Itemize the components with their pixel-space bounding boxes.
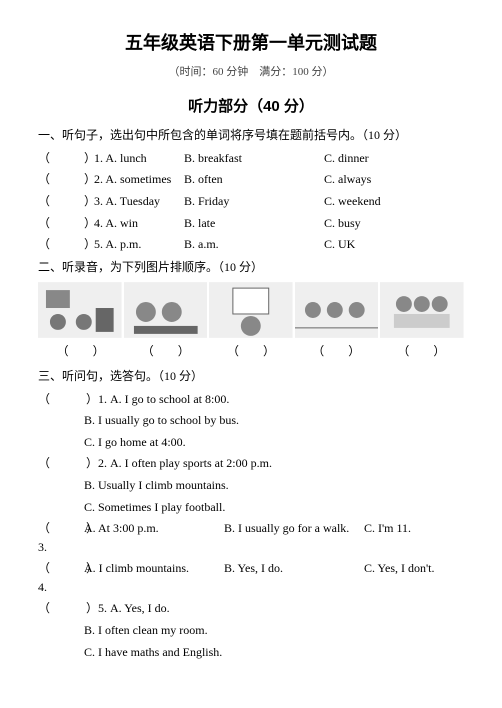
q3-3: （ ）3. A. At 3:00 p.m. B. I usually go fo… — [38, 519, 464, 556]
listening-head: 听力部分（40 分） — [38, 95, 464, 118]
pic-slot: （ ） — [38, 342, 123, 361]
pic-slot: （ ） — [123, 342, 208, 361]
q3-1-c: C. I go home at 4:00. — [84, 433, 464, 452]
q3-3-b: B. I usually go for a walk. — [224, 519, 364, 556]
picture-placeholder — [38, 282, 122, 338]
paren-l: （ — [38, 235, 48, 254]
paren-l: （ — [38, 192, 48, 211]
paren-r: ） — [84, 235, 94, 254]
picture-slots: （ ） （ ） （ ） （ ） （ ） — [38, 342, 464, 361]
q3-4-c: C. Yes, I don't. — [364, 559, 464, 596]
q3-1: （ ）1. A. I go to school at 8:00. — [38, 390, 464, 409]
q3-2: （ ）2. A. I often play sports at 2:00 p.m… — [38, 454, 464, 473]
q1-2-a: 2. A. sometimes — [94, 170, 184, 189]
paren-l: （ — [38, 214, 48, 233]
q1-2-c: C. always — [324, 170, 464, 189]
q1-1-c: C. dinner — [324, 149, 464, 168]
q1-5-b: B. a.m. — [184, 235, 324, 254]
picture-placeholder — [209, 282, 293, 338]
q1-row: （ ） 4. A. win B. late C. busy — [38, 214, 464, 233]
q3-5: （ ）5. A. Yes, I do. — [38, 599, 464, 618]
q3-2-b: B. Usually I climb mountains. — [84, 476, 464, 495]
q1-row: （ ） 5. A. p.m. B. a.m. C. UK — [38, 235, 464, 254]
pic-slot: （ ） — [208, 342, 293, 361]
section-1-instr: 一、听句子，选出句中所包含的单词将序号填在题前括号内。（10 分） — [38, 126, 464, 145]
q3-1-b: B. I usually go to school by bus. — [84, 411, 464, 430]
q1-3-c: C. weekend — [324, 192, 464, 211]
q1-row: （ ） 2. A. sometimes B. often C. always — [38, 170, 464, 189]
q1-5-c: C. UK — [324, 235, 464, 254]
q3-4-lead: （ ）4. — [38, 559, 84, 596]
subtitle: （时间：60 分钟 满分：100 分） — [38, 64, 464, 81]
q1-1-b: B. breakfast — [184, 149, 324, 168]
q1-row: （ ） 3. A. Tuesday B. Friday C. weekend — [38, 192, 464, 211]
q1-3-a: 3. A. Tuesday — [94, 192, 184, 211]
q3-3-a: A. At 3:00 p.m. — [84, 519, 224, 556]
q1-4-b: B. late — [184, 214, 324, 233]
q1-1-a: 1. A. lunch — [94, 149, 184, 168]
paren-r: ） — [84, 192, 94, 211]
q1-2-b: B. often — [184, 170, 324, 189]
q1-row: （ ） 1. A. lunch B. breakfast C. dinner — [38, 149, 464, 168]
section-3-instr: 三、听问句，选答句。（10 分） — [38, 367, 464, 386]
q3-4-b: B. Yes, I do. — [224, 559, 364, 596]
pic-slot: （ ） — [294, 342, 379, 361]
q3-4: （ ）4. A. I climb mountains. B. Yes, I do… — [38, 559, 464, 596]
q1-3-b: B. Friday — [184, 192, 324, 211]
q3-2-c: C. Sometimes I play football. — [84, 498, 464, 517]
paren-r: ） — [84, 214, 94, 233]
picture-placeholder — [295, 282, 379, 338]
pic-slot: （ ） — [379, 342, 464, 361]
section-2-instr: 二、听录音，为下列图片排顺序。（10 分） — [38, 258, 464, 277]
q3-5-b: B. I often clean my room. — [84, 621, 464, 640]
q3-5-c: C. I have maths and English. — [84, 643, 464, 662]
paren-r: ） — [84, 170, 94, 189]
page-title: 五年级英语下册第一单元测试题 — [38, 30, 464, 58]
paren-r: ） — [84, 149, 94, 168]
picture-placeholder — [380, 282, 464, 338]
q3-4-a: A. I climb mountains. — [84, 559, 224, 596]
picture-placeholder — [124, 282, 208, 338]
picture-row — [38, 282, 464, 338]
paren-l: （ — [38, 170, 48, 189]
q1-4-c: C. busy — [324, 214, 464, 233]
q1-4-a: 4. A. win — [94, 214, 184, 233]
paren-l: （ — [38, 149, 48, 168]
q1-5-a: 5. A. p.m. — [94, 235, 184, 254]
q3-3-c: C. I'm 11. — [364, 519, 464, 556]
q3-3-lead: （ ）3. — [38, 519, 84, 556]
